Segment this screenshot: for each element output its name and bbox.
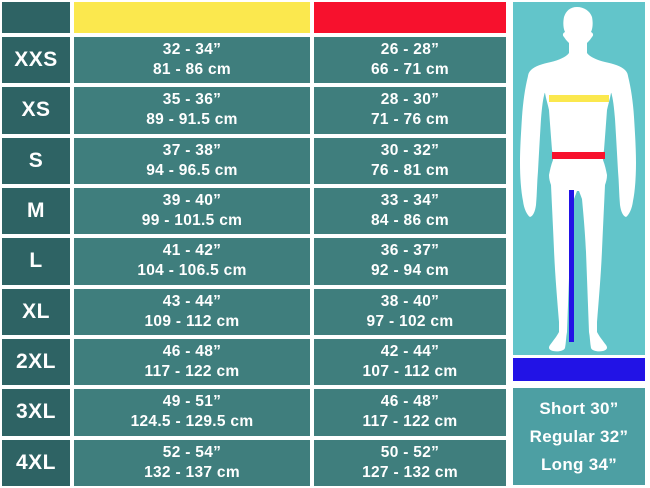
body-diagram [513, 2, 645, 355]
size-table: XXS 32 - 34” 81 - 86 cm 26 - 28” 66 - 71… [2, 2, 506, 486]
chest-cm: 132 - 137 cm [144, 463, 240, 481]
waist-inches: 46 - 48” [380, 393, 440, 411]
chest-inches: 41 - 42” [162, 242, 222, 260]
size-cell-xl: XL [2, 288, 70, 335]
waist-cell-2xl: 42 - 44” 107 - 112 cm [314, 338, 506, 386]
waist-cm: 76 - 81 cm [371, 161, 449, 179]
chest-cm: 109 - 112 cm [144, 312, 240, 330]
waist-cm: 127 - 132 cm [362, 463, 458, 481]
right-arm-shape [610, 64, 636, 217]
chest-cell-s: 37 - 38” 94 - 96.5 cm [74, 137, 310, 184]
size-cell-l: L [2, 238, 70, 285]
waist-cell-l: 36 - 37” 92 - 94 cm [314, 238, 506, 285]
chest-cell-m: 39 - 40” 99 - 101.5 cm [74, 187, 310, 235]
body-silhouette-icon [520, 7, 636, 352]
waist-cell-3xl: 46 - 48” 117 - 122 cm [314, 389, 506, 436]
chest-cell-2xl: 46 - 48” 117 - 122 cm [74, 338, 310, 386]
chest-cm: 117 - 122 cm [144, 363, 240, 381]
waist-inches: 38 - 40” [380, 292, 440, 310]
chest-cell-3xl: 49 - 51” 124.5 - 129.5 cm [74, 389, 310, 436]
waist-inches: 50 - 52” [380, 443, 440, 461]
waist-cm: 97 - 102 cm [366, 312, 454, 330]
size-cell-s: S [2, 137, 70, 184]
waist-cell-s: 30 - 32” 76 - 81 cm [314, 137, 506, 184]
chest-cm: 124.5 - 129.5 cm [130, 413, 254, 431]
chest-cm: 81 - 86 cm [153, 61, 231, 79]
waist-inches: 28 - 30” [380, 91, 440, 109]
waist-cm: 84 - 86 cm [371, 212, 449, 230]
waist-inches: 33 - 34” [380, 192, 440, 210]
chest-cell-xs: 35 - 36” 89 - 91.5 cm [74, 87, 310, 134]
size-cell-xxs: XXS [2, 37, 70, 84]
waist-cell-xs: 28 - 30” 71 - 76 cm [314, 87, 506, 134]
chest-inches: 49 - 51” [162, 393, 222, 411]
chest-inches: 46 - 48” [162, 343, 222, 361]
waist-cm: 92 - 94 cm [371, 262, 449, 280]
size-cell-2xl: 2XL [2, 338, 70, 386]
size-cell-xs: XS [2, 87, 70, 134]
waist-cell-4xl: 50 - 52” 127 - 132 cm [314, 439, 506, 486]
chest-cell-l: 41 - 42” 104 - 106.5 cm [74, 238, 310, 285]
chest-cm: 89 - 91.5 cm [146, 111, 238, 129]
waist-inches: 30 - 32” [380, 141, 440, 159]
chest-inches: 32 - 34” [162, 41, 222, 59]
waist-inches: 36 - 37” [380, 242, 440, 260]
chest-inches: 37 - 38” [162, 141, 222, 159]
body-torso-shape [527, 7, 629, 352]
size-cell-3xl: 3XL [2, 389, 70, 436]
chest-cell-4xl: 52 - 54” 132 - 137 cm [74, 439, 310, 486]
waist-cell-m: 33 - 34” 84 - 86 cm [314, 187, 506, 235]
waist-inches: 42 - 44” [380, 343, 440, 361]
chest-inches: 52 - 54” [162, 443, 222, 461]
chest-cm: 104 - 106.5 cm [137, 262, 247, 280]
chest-cm: 94 - 96.5 cm [146, 161, 238, 179]
waist-column-header [314, 2, 506, 33]
inseam-option-short: Short 30” [539, 398, 619, 418]
chest-inches: 39 - 40” [162, 192, 222, 210]
chest-cm: 99 - 101.5 cm [141, 212, 243, 230]
left-arm-shape [520, 64, 546, 217]
waist-inches: 26 - 28” [380, 41, 440, 59]
chest-inches: 43 - 44” [162, 292, 222, 310]
waist-measure-line [552, 152, 605, 159]
waist-cm: 66 - 71 cm [371, 61, 449, 79]
chest-cell-xl: 43 - 44” 109 - 112 cm [74, 288, 310, 335]
inseam-measure-line [569, 190, 574, 342]
inseam-legend-bar [513, 358, 645, 381]
inseam-option-long: Long 34” [540, 454, 618, 474]
inseam-options-panel: Short 30” Regular 32” Long 34” [513, 388, 645, 485]
size-cell-4xl: 4XL [2, 439, 70, 486]
chest-measure-line [549, 95, 609, 102]
chest-inches: 35 - 36” [162, 91, 222, 109]
chest-cell-xxs: 32 - 34” 81 - 86 cm [74, 37, 310, 84]
waist-cell-xxs: 26 - 28” 66 - 71 cm [314, 37, 506, 84]
waist-cm: 71 - 76 cm [371, 111, 449, 129]
waist-cm: 107 - 112 cm [362, 363, 458, 381]
waist-cm: 117 - 122 cm [362, 413, 458, 431]
inseam-option-regular: Regular 32” [529, 426, 629, 446]
table-corner-cell [2, 2, 70, 33]
waist-cell-xl: 38 - 40” 97 - 102 cm [314, 288, 506, 335]
chest-column-header [74, 2, 310, 33]
size-cell-m: M [2, 187, 70, 235]
